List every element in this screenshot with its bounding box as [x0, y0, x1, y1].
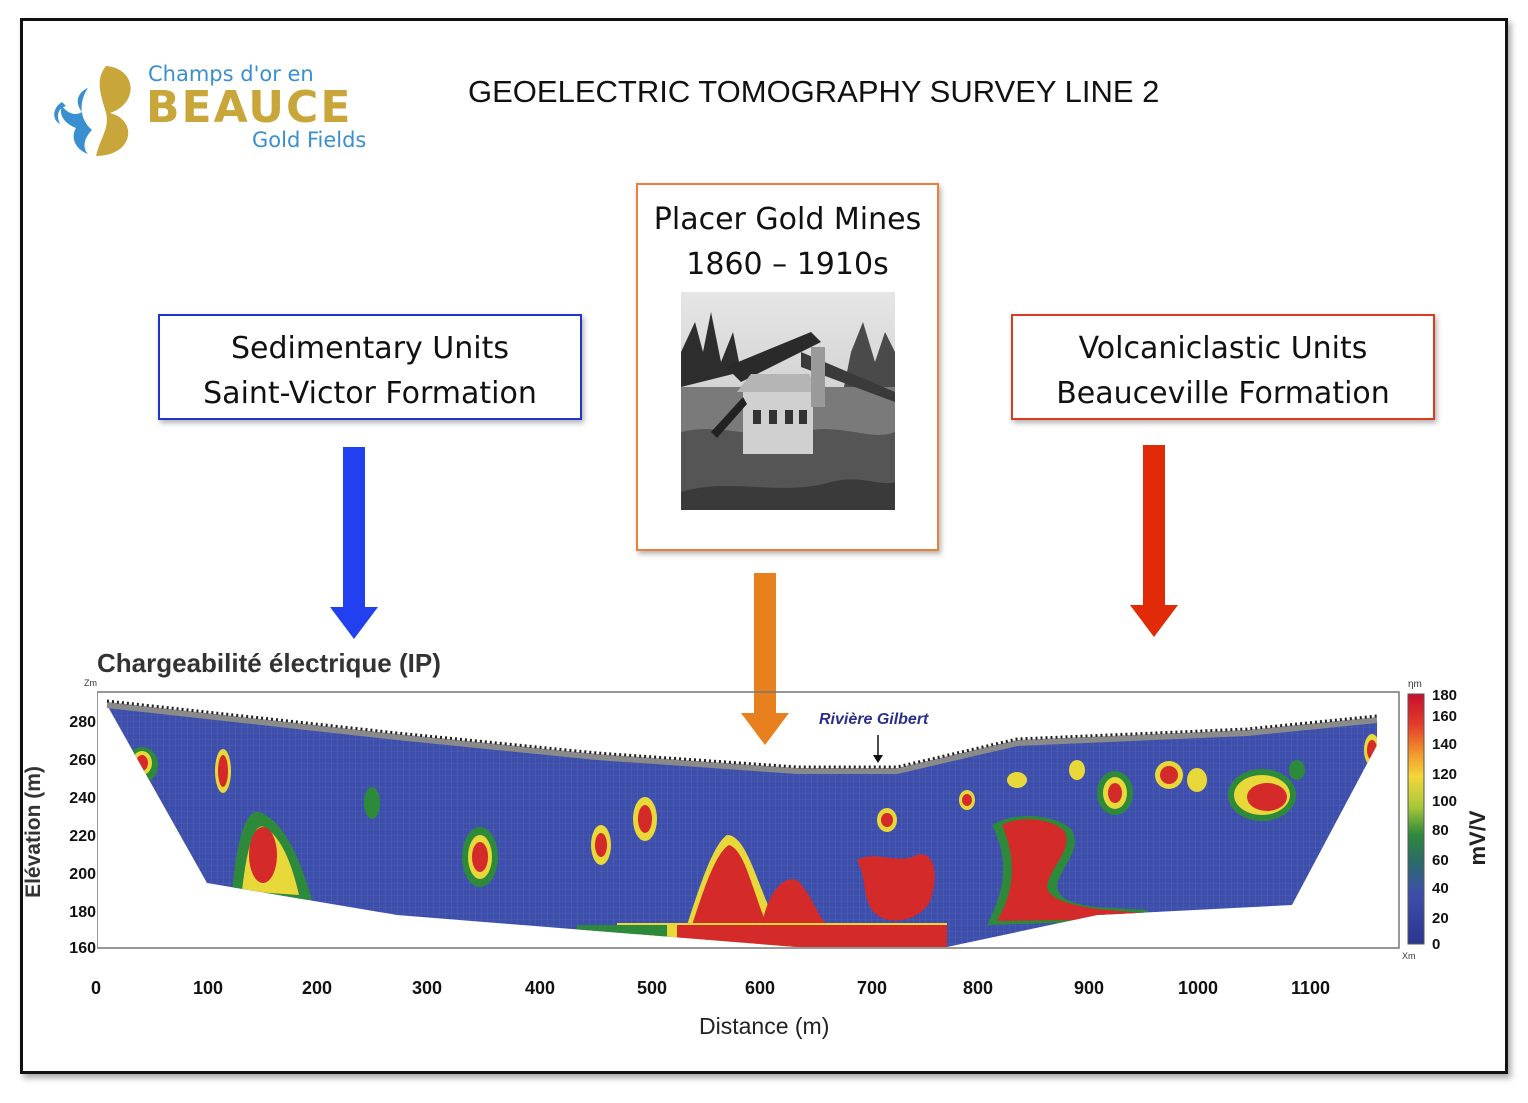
sedimentary-units-box: Sedimentary Units Saint-Victor Formation [158, 314, 582, 420]
section-title: Chargeabilité électrique (IP) [97, 648, 441, 678]
colorbar-tick: 140 [1432, 736, 1458, 753]
volcaniclastic-line-2: Beauceville Formation [1056, 376, 1390, 411]
y-tick: 180 [69, 904, 96, 921]
z-axis-corner-label: Zm [84, 678, 97, 688]
colorbar-tick: 0 [1432, 936, 1441, 953]
river-label: Rivière Gilbert [819, 711, 929, 728]
x-tick: 200 [302, 978, 333, 998]
colorbar-tick: 80 [1432, 822, 1449, 839]
x-tick: 700 [857, 978, 888, 998]
y-tick: 160 [69, 940, 96, 957]
placer-line-2: 1860 – 1910s [686, 247, 889, 282]
x-tick: 400 [525, 978, 556, 998]
red-arrow-icon [1130, 445, 1178, 637]
x-axis-corner-label: Xm [1402, 951, 1416, 961]
x-tick: 800 [963, 978, 994, 998]
colorbar-tick: 20 [1432, 910, 1449, 927]
placer-line-1: Placer Gold Mines [653, 202, 922, 237]
colorbar-tick: 100 [1432, 793, 1458, 810]
logo: Champs d'or en BEAUCE Gold Fields [48, 58, 388, 163]
blue-arrow-icon [330, 447, 378, 639]
section-body [107, 705, 1377, 947]
colorbar-tick: 40 [1432, 880, 1449, 897]
logo-line-1: Champs d'or en [148, 62, 314, 86]
y-tick: 220 [69, 828, 96, 845]
y-tick: 240 [69, 790, 96, 807]
sedimentary-line-2: Saint-Victor Formation [203, 376, 537, 411]
x-tick: 900 [1074, 978, 1105, 998]
x-tick: 600 [745, 978, 776, 998]
y-tick: 280 [69, 714, 96, 731]
page-title: GEOELECTRIC TOMOGRAPHY SURVEY LINE 2 [468, 74, 1160, 109]
volcaniclastic-line-1: Volcaniclastic Units [1078, 331, 1368, 366]
x-tick: 1000 [1178, 978, 1219, 998]
volcaniclastic-units-box: Volcaniclastic Units Beauceville Formati… [1011, 314, 1435, 420]
colorbar-tick: 120 [1432, 766, 1458, 783]
colorbar-tick: 180 [1432, 687, 1458, 704]
y-tick: 260 [69, 752, 96, 769]
placer-gold-mines-box: Placer Gold Mines 1860 – 1910s [636, 183, 939, 551]
x-tick: 0 [91, 978, 102, 998]
historic-mine-photo [681, 292, 895, 510]
x-tick: 500 [637, 978, 668, 998]
chargeability-section [97, 691, 1400, 949]
x-tick: 300 [412, 978, 443, 998]
x-axis-label: Distance (m) [699, 1013, 830, 1039]
y-tick: 200 [69, 866, 96, 883]
sedimentary-line-1: Sedimentary Units [230, 331, 510, 366]
x-tick: 100 [193, 978, 224, 998]
fleur-de-lis-icon [54, 66, 131, 156]
x-axis-ticks: 0 100 200 300 400 500 600 700 800 900 10… [0, 978, 1528, 1002]
logo-line-3: Gold Fields [252, 128, 367, 152]
colorbar [1407, 693, 1425, 945]
colorbar-tick: 160 [1432, 708, 1458, 725]
orange-arrow-icon [741, 573, 789, 745]
x-tick: 1100 [1291, 978, 1331, 998]
colorbar-tick: 60 [1432, 852, 1449, 869]
eta-label: ηm [1408, 679, 1422, 690]
logo-line-2: BEAUCE [146, 82, 353, 133]
